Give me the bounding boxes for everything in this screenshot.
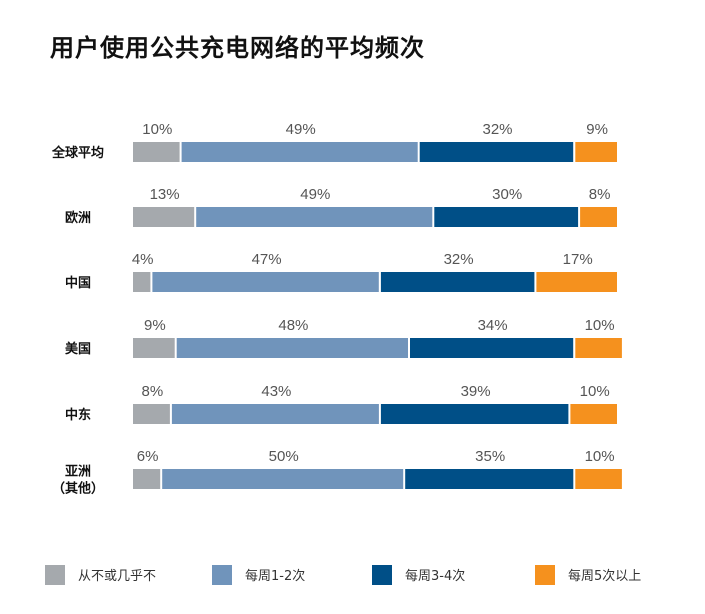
data-label: 50% <box>269 448 299 465</box>
data-label: 9% <box>586 121 608 138</box>
bar-segment <box>580 207 617 227</box>
bar-segment <box>133 338 175 358</box>
data-label: 8% <box>589 186 611 203</box>
data-label: 10% <box>580 383 610 400</box>
data-label: 43% <box>261 383 291 400</box>
data-label: 8% <box>142 383 164 400</box>
bar-segment <box>380 272 535 292</box>
bar-segment <box>133 207 195 227</box>
bar-segment <box>133 142 180 162</box>
category-label: 亚洲（其他） <box>52 465 104 497</box>
legend-swatch <box>535 565 555 585</box>
bar-segment <box>133 469 161 489</box>
data-label: 30% <box>492 186 522 203</box>
data-label: 49% <box>286 121 316 138</box>
bar-segment <box>176 338 408 358</box>
bar-segment <box>133 272 151 292</box>
bar-segment <box>380 404 569 424</box>
data-label: 34% <box>478 317 508 334</box>
data-label: 10% <box>142 121 172 138</box>
data-label: 32% <box>482 121 512 138</box>
data-label: 48% <box>278 317 308 334</box>
bar-segment <box>575 338 622 358</box>
data-label: 10% <box>585 448 615 465</box>
bar-segment <box>419 142 574 162</box>
data-label: 35% <box>475 448 505 465</box>
bar-segment <box>575 469 622 489</box>
data-label: 49% <box>300 186 330 203</box>
data-label: 9% <box>144 317 166 334</box>
legend-label: 每周3-4次 <box>405 568 465 584</box>
bar-segment <box>410 338 574 358</box>
bar-segment <box>152 272 379 292</box>
legend-label: 每周1-2次 <box>245 568 305 584</box>
category-label: 欧洲 <box>65 210 91 226</box>
bar-segment <box>162 469 404 489</box>
data-label: 6% <box>137 448 159 465</box>
category-label: 美国 <box>65 341 91 357</box>
bar-segment <box>434 207 579 227</box>
legend-swatch <box>45 565 65 585</box>
legend-swatch <box>212 565 232 585</box>
bar-segment <box>570 404 617 424</box>
bar-segment <box>575 142 617 162</box>
bar-segment <box>196 207 433 227</box>
chart-title: 用户使用公共充电网络的平均频次 <box>50 34 425 62</box>
legend-label: 每周5次以上 <box>568 568 641 584</box>
data-label: 13% <box>150 186 180 203</box>
category-label: 全球平均 <box>51 145 104 161</box>
data-label: 17% <box>563 251 593 268</box>
data-label: 39% <box>461 383 491 400</box>
category-label: 中国 <box>65 275 91 291</box>
legend-swatch <box>372 565 392 585</box>
data-label: 10% <box>585 317 615 334</box>
bar-segment <box>405 469 574 489</box>
data-label: 4% <box>132 251 154 268</box>
bar-segment <box>171 404 379 424</box>
legend-label: 从不或几乎不 <box>78 569 156 584</box>
bar-segment <box>536 272 617 292</box>
data-label: 47% <box>252 251 282 268</box>
bar-segment <box>181 142 418 162</box>
category-label: 中东 <box>65 407 91 423</box>
data-label: 32% <box>444 251 474 268</box>
bar-segment <box>133 404 170 424</box>
